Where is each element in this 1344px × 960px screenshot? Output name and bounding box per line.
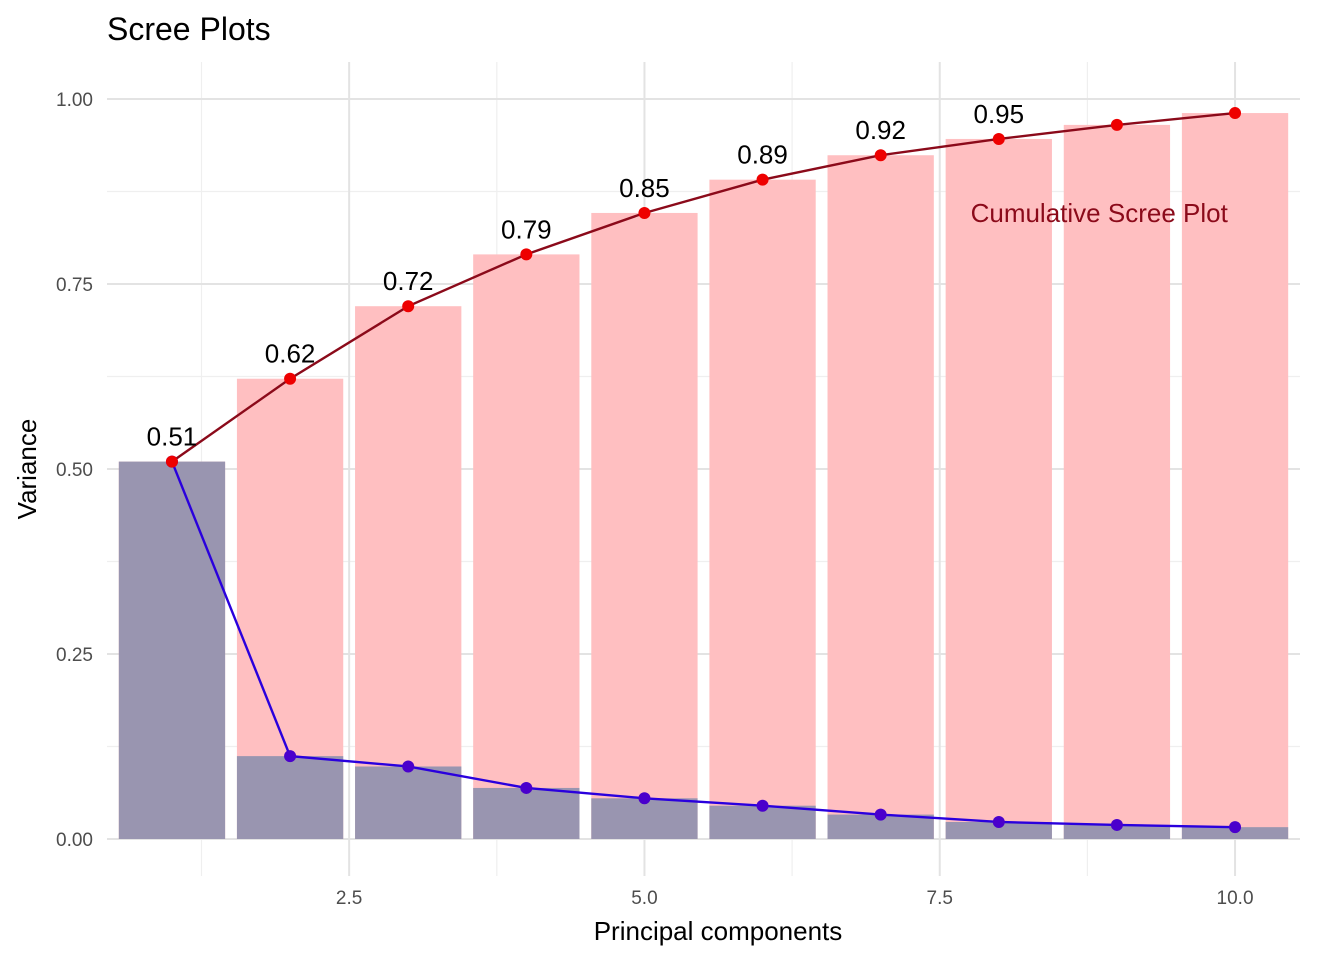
cumulative-variance-point [874,149,887,162]
individual-bar [118,461,226,839]
series-lines [170,111,1236,829]
individual-bars [118,461,1289,839]
cumulative-data-label: 0.51 [147,422,198,452]
individual-variance-line [170,461,1236,829]
individual-variance-point [874,808,887,821]
individual-bar [945,821,1052,839]
cumulative-bar [827,155,934,840]
individual-variance-point [1110,818,1123,831]
cumulative-data-label: 0.95 [973,99,1024,129]
x-tick-label: 10.0 [1217,888,1254,909]
x-tick-label: 2.5 [336,888,362,909]
cumulative-bar [473,254,580,839]
y-tick-label: 0.25 [56,645,93,666]
cumulative-variance-point [402,300,415,313]
cumulative-bar [945,138,1052,839]
individual-bar [591,798,698,839]
individual-bar [236,756,344,839]
individual-variance-point [638,792,651,805]
cumulative-bar [1181,113,1289,839]
x-tick-label: 7.5 [927,888,953,909]
y-tick-label: 1.00 [56,90,93,111]
individual-bar [355,766,462,839]
individual-variance-point [756,799,769,812]
cumulative-data-label: 0.89 [737,140,788,170]
series-points [165,107,1242,834]
cumulative-data-label: 0.79 [501,214,552,244]
y-tick-label: 0.75 [56,275,93,296]
chart-title: Scree Plots [107,11,271,47]
individual-variance-point [520,781,533,794]
y-tick-label: 0.00 [56,830,93,851]
cumulative-variance-point [284,372,297,385]
cumulative-data-label: 0.62 [265,339,316,369]
data-labels: 0.51 0.62 0.72 0.79 0.85 0.89 0.92 0.95 [147,99,1024,452]
cumulative-scree-annotation: Cumulative Scree Plot [971,198,1229,228]
individual-bar [473,787,580,839]
cumulative-data-label: 0.72 [383,266,434,296]
y-axis-title: Variance [12,419,42,520]
cumulative-variance-point [1229,107,1242,120]
cumulative-variance-point [165,455,178,468]
cumulative-bar [355,306,462,839]
x-tick-label: 5.0 [631,888,657,909]
cumulative-bar [1063,124,1171,839]
x-axis-title: Principal components [594,916,843,946]
cumulative-bar [709,179,816,839]
cumulative-data-label: 0.92 [855,115,906,145]
tick-labels: 2.5 5.0 7.5 10.0 0.00 0.25 0.50 0.75 1.00 [56,90,1254,909]
individual-bar [1063,824,1171,839]
individual-variance-point [992,815,1005,828]
individual-variance-point [402,760,415,773]
cumulative-variance-point [638,206,651,219]
cumulative-data-label: 0.85 [619,173,670,203]
y-tick-label: 0.50 [56,460,93,481]
cumulative-variance-point [1110,118,1123,131]
individual-variance-point [284,750,297,763]
cumulative-variance-point [756,173,769,186]
cumulative-bar [591,212,698,839]
cumulative-variance-point [520,248,533,261]
individual-variance-point [1229,821,1242,834]
cumulative-variance-line [171,111,1236,463]
cumulative-variance-point [992,132,1005,145]
